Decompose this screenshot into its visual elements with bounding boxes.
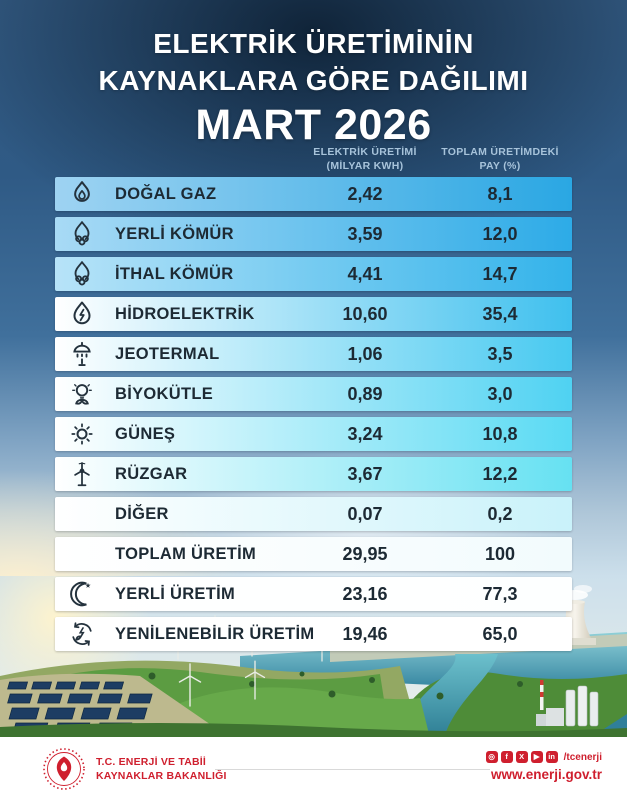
instagram-icon[interactable]: ◎: [485, 751, 498, 763]
share-value: 12,2: [482, 464, 518, 484]
table-row: YENİLENEBİLİR ÜRETİM 19,46 65,0: [55, 617, 572, 651]
source-label: RÜZGAR: [115, 465, 188, 483]
share-value: 35,4: [482, 304, 518, 324]
industrial-plant: [536, 680, 599, 727]
production-value: 10,60: [342, 304, 388, 324]
social-handle: /tcenerji: [563, 751, 602, 763]
table-row: JEOTERMAL 1,06 3,5: [55, 337, 572, 371]
table-row: HİDROELEKTRİK 10,60 35,4: [55, 297, 572, 331]
production-value: 29,95: [342, 544, 388, 564]
footer-divider: [215, 769, 490, 770]
production-value: 19,46: [342, 624, 388, 644]
social-icons-row: ◎ f X ▶ in/tcenerji: [485, 751, 602, 763]
sun-icon: [67, 419, 97, 449]
table-row: DİĞER 0,07 0,2: [55, 497, 572, 531]
table-row: İTHAL KÖMÜR 4,41 14,7: [55, 257, 572, 291]
source-label: YENİLENEBİLİR ÜRETİM: [115, 625, 315, 643]
footer: T.C. ENERJİ VE TABİİ KAYNAKLAR BAKANLIĞI…: [0, 737, 627, 800]
column-header-share: TOPLAM ÜRETİMDEKİ PAY (%): [441, 146, 559, 172]
table-row: RÜZGAR 3,67 12,2: [55, 457, 572, 491]
source-label: TOPLAM ÜRETİM: [115, 545, 257, 563]
page-title-period: MART 2026: [195, 100, 432, 149]
data-table: DOĞAL GAZ 2,42 8,1 YERLİ KÖMÜR 3,59 12,0…: [55, 177, 572, 657]
source-label: GÜNEŞ: [115, 425, 176, 443]
coal-flame-icon: [67, 219, 97, 249]
source-label: DOĞAL GAZ: [115, 185, 217, 203]
table-row: YERLİ KÖMÜR 3,59 12,0: [55, 217, 572, 251]
flame-icon: [67, 179, 97, 209]
production-value: 1,06: [347, 344, 383, 364]
production-value: 3,59: [347, 224, 383, 244]
production-value: 3,24: [347, 424, 383, 444]
hydro-drop-icon: [67, 299, 97, 329]
share-value: 10,8: [482, 424, 518, 444]
share-value: 8,1: [487, 184, 513, 204]
share-value: 77,3: [482, 584, 518, 604]
source-label: JEOTERMAL: [115, 345, 220, 363]
column-header-production: ELEKTRİK ÜRETİMİ (MİLYAR KWH): [313, 146, 417, 172]
production-value: 0,89: [347, 384, 383, 404]
biomass-icon: [67, 379, 97, 409]
coal-flame-icon: [67, 259, 97, 289]
ministry-name: T.C. ENERJİ VE TABİİ KAYNAKLAR BAKANLIĞI: [96, 756, 227, 782]
table-row: BİYOKÜTLE 0,89 3,0: [55, 377, 572, 411]
source-label: HİDROELEKTRİK: [115, 305, 255, 323]
geothermal-icon: [67, 339, 97, 369]
youtube-icon[interactable]: ▶: [530, 751, 543, 763]
facebook-icon[interactable]: f: [500, 751, 513, 763]
share-value: 14,7: [482, 264, 518, 284]
table-row: YERLİ ÜRETİM 23,16 77,3: [55, 577, 572, 611]
source-label: BİYOKÜTLE: [115, 385, 214, 403]
page-title-line1: ELEKTRİK ÜRETİMİNİN: [153, 28, 474, 59]
website-link[interactable]: www.enerji.gov.tr: [490, 767, 602, 782]
share-value: 3,0: [487, 384, 513, 404]
source-label: YERLİ ÜRETİM: [115, 585, 236, 603]
source-label: DİĞER: [115, 505, 169, 523]
production-value: 2,42: [347, 184, 383, 204]
production-value: 23,16: [342, 584, 388, 604]
source-label: YERLİ KÖMÜR: [115, 225, 234, 243]
table-row: DOĞAL GAZ 2,42 8,1: [55, 177, 572, 211]
wind-turbine-icon: [67, 459, 97, 489]
crescent-star-icon: [67, 579, 97, 609]
share-value: 100: [484, 544, 516, 564]
ministry-logo: [43, 748, 85, 790]
x-icon[interactable]: X: [515, 751, 528, 763]
solar-field-ground: [0, 673, 230, 738]
source-label: İTHAL KÖMÜR: [115, 265, 234, 283]
linkedin-icon[interactable]: in: [545, 751, 558, 763]
header: ELEKTRİK ÜRETİMİNİN KAYNAKLARA GÖRE DAĞI…: [0, 26, 627, 150]
share-value: 3,5: [487, 344, 513, 364]
page-title-line2: KAYNAKLARA GÖRE DAĞILIMI: [98, 64, 529, 96]
share-value: 12,0: [482, 224, 518, 244]
production-value: 4,41: [347, 264, 383, 284]
renewable-icon: [67, 619, 97, 649]
table-row: GÜNEŞ 3,24 10,8: [55, 417, 572, 451]
table-row: TOPLAM ÜRETİM 29,95 100: [55, 537, 572, 571]
production-value: 0,07: [347, 504, 383, 524]
production-value: 3,67: [347, 464, 383, 484]
social-block: ◎ f X ▶ in/tcenerji www.enerji.gov.tr: [485, 751, 602, 782]
share-value: 0,2: [487, 504, 513, 524]
share-value: 65,0: [482, 624, 518, 644]
